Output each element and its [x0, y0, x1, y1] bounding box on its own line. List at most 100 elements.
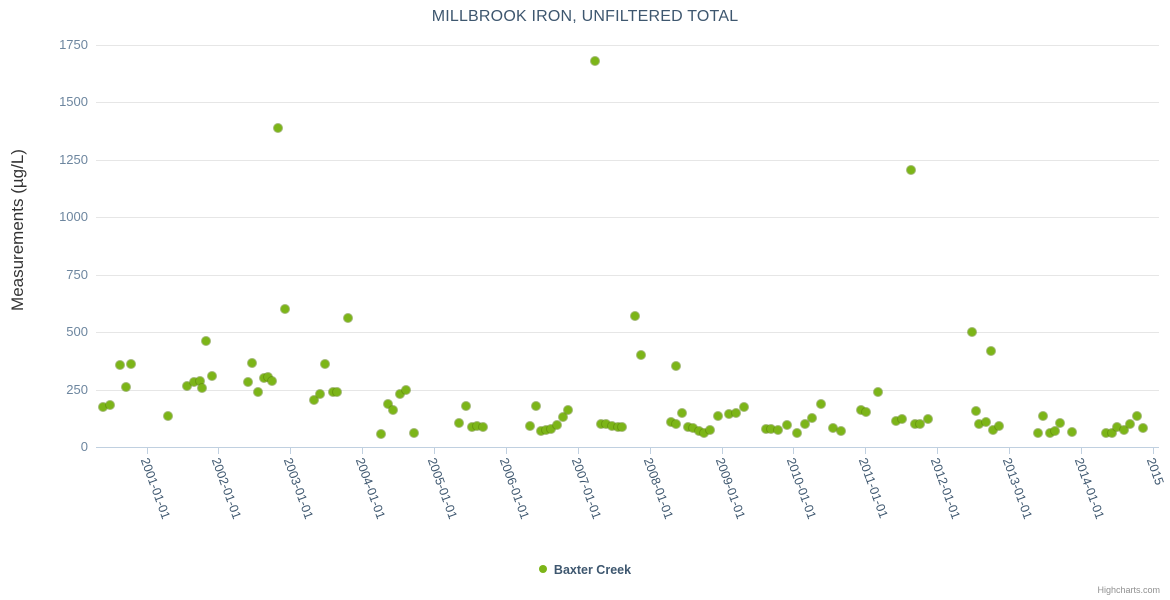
data-point[interactable]: [602, 420, 610, 429]
data-point[interactable]: [316, 390, 324, 399]
data-point[interactable]: [254, 387, 262, 396]
data-point[interactable]: [740, 402, 748, 411]
data-point[interactable]: [1126, 420, 1134, 429]
data-point[interactable]: [608, 422, 616, 431]
data-point[interactable]: [911, 420, 919, 429]
data-point[interactable]: [1068, 428, 1076, 437]
data-point[interactable]: [995, 421, 1003, 430]
data-point[interactable]: [183, 382, 191, 391]
data-point[interactable]: [862, 408, 870, 417]
data-point[interactable]: [542, 426, 550, 435]
data-point[interactable]: [801, 420, 809, 429]
data-point[interactable]: [384, 399, 392, 408]
data-point[interactable]: [1139, 424, 1147, 433]
data-point[interactable]: [1102, 428, 1110, 437]
data-point[interactable]: [344, 313, 352, 322]
data-point[interactable]: [898, 414, 906, 423]
data-point[interactable]: [479, 423, 487, 431]
data-point[interactable]: [268, 376, 276, 385]
data-point[interactable]: [874, 388, 882, 397]
data-point[interactable]: [468, 422, 476, 431]
plot-area[interactable]: [96, 45, 1159, 448]
data-point[interactable]: [244, 378, 252, 387]
data-point[interactable]: [564, 405, 572, 414]
data-point[interactable]: [106, 400, 114, 409]
data-point[interactable]: [672, 420, 680, 429]
data-point[interactable]: [907, 166, 915, 175]
data-point[interactable]: [1034, 428, 1042, 437]
data-point[interactable]: [333, 388, 341, 397]
data-point[interactable]: [532, 401, 540, 410]
data-point[interactable]: [706, 425, 714, 434]
data-point[interactable]: [631, 311, 639, 320]
data-point[interactable]: [389, 405, 397, 414]
data-point[interactable]: [837, 427, 845, 436]
data-point[interactable]: [597, 420, 605, 429]
chart-legend[interactable]: Baxter Creek: [0, 562, 1170, 577]
data-point[interactable]: [537, 426, 545, 435]
data-point[interactable]: [591, 57, 599, 66]
data-point[interactable]: [208, 371, 216, 380]
data-point[interactable]: [987, 346, 995, 355]
data-point[interactable]: [122, 383, 130, 392]
data-point[interactable]: [1120, 426, 1128, 435]
data-point[interactable]: [198, 384, 206, 393]
data-point[interactable]: [793, 428, 801, 437]
data-point[interactable]: [892, 417, 900, 426]
legend-item-baxter-creek[interactable]: Baxter Creek: [553, 562, 632, 577]
data-point[interactable]: [857, 406, 865, 415]
data-point[interactable]: [1108, 429, 1116, 438]
data-point[interactable]: [618, 422, 626, 431]
data-point[interactable]: [700, 428, 708, 437]
data-point[interactable]: [667, 417, 675, 426]
data-point[interactable]: [1039, 411, 1047, 420]
data-point[interactable]: [274, 123, 282, 132]
data-point[interactable]: [714, 411, 722, 420]
data-point[interactable]: [829, 424, 837, 433]
data-point[interactable]: [762, 424, 770, 433]
data-point[interactable]: [402, 385, 410, 394]
data-point[interactable]: [1113, 422, 1121, 431]
data-point[interactable]: [455, 418, 463, 427]
data-point[interactable]: [1051, 427, 1059, 436]
data-point[interactable]: [695, 427, 703, 436]
data-point[interactable]: [684, 422, 692, 431]
data-point[interactable]: [310, 395, 318, 404]
data-point[interactable]: [116, 361, 124, 370]
data-point[interactable]: [526, 422, 534, 431]
data-point[interactable]: [982, 417, 990, 426]
data-point[interactable]: [1056, 418, 1064, 427]
data-point[interactable]: [972, 406, 980, 415]
data-point[interactable]: [678, 409, 686, 417]
data-point[interactable]: [264, 372, 272, 381]
data-point[interactable]: [783, 421, 791, 430]
data-point[interactable]: [553, 421, 561, 430]
data-point[interactable]: [989, 426, 997, 435]
data-point[interactable]: [559, 413, 567, 422]
data-point[interactable]: [164, 412, 172, 421]
data-point[interactable]: [774, 426, 782, 435]
data-point[interactable]: [462, 401, 470, 410]
data-point[interactable]: [637, 350, 645, 359]
data-point[interactable]: [321, 360, 329, 369]
data-point[interactable]: [196, 376, 204, 385]
data-point[interactable]: [968, 328, 976, 337]
data-point[interactable]: [377, 430, 385, 439]
data-point[interactable]: [127, 359, 135, 368]
data-point[interactable]: [473, 422, 481, 431]
data-point[interactable]: [817, 399, 825, 408]
data-point[interactable]: [767, 425, 775, 434]
data-point[interactable]: [975, 420, 983, 429]
data-point[interactable]: [808, 414, 816, 423]
data-point[interactable]: [202, 336, 210, 345]
data-point[interactable]: [916, 419, 924, 428]
data-point[interactable]: [732, 408, 740, 417]
data-point[interactable]: [248, 359, 256, 368]
data-point[interactable]: [410, 429, 418, 438]
data-point[interactable]: [725, 409, 733, 418]
data-point[interactable]: [672, 361, 680, 370]
data-point[interactable]: [190, 377, 198, 386]
data-point[interactable]: [689, 424, 697, 433]
data-point[interactable]: [99, 402, 107, 411]
data-point[interactable]: [547, 425, 555, 434]
